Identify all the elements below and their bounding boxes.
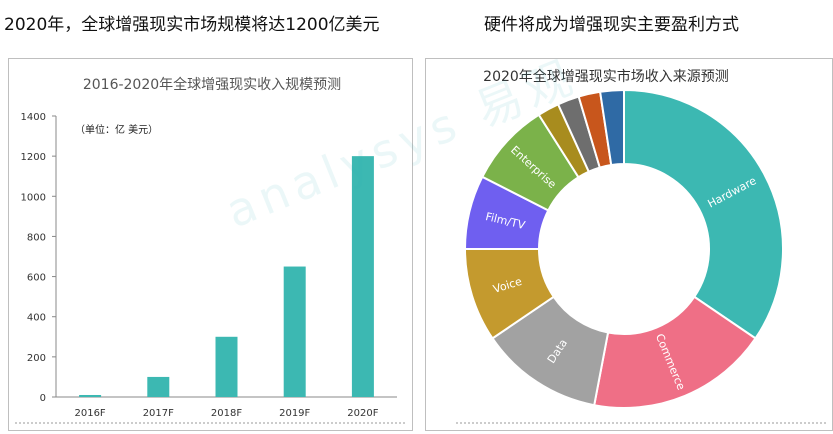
donut-chart-title: 2020年全球增强现实市场收入来源预测 [483,68,729,85]
bar-2019F [283,266,306,397]
bar-chart: 2016-2020年全球增强现实收入规模预测 （单位：亿 美元） 0 200 400 60… [15,76,405,424]
bar-chart-unit: （单位：亿 美元） [75,123,158,136]
y-tick-label: 400 [27,313,46,324]
y-tick-label: 800 [27,232,46,243]
donut-chart: 2020年全球增强现实市场收入来源预测HardwareCommerceDataV… [456,68,826,424]
y-tick-label: 1400 [21,112,46,123]
x-tick-label: 2020F [347,408,378,419]
right-headline: 硬件将成为增强现实主要盈利方式 [484,15,739,35]
donut-chart-panel: 2020年全球增强现实市场收入来源预测 Hardware Commerce Data V… [425,58,833,431]
x-tick-label: 2019F [279,408,310,419]
bar-2018F [215,336,238,397]
x-tick-label: 2018F [211,408,242,419]
bar-2017F [147,376,170,397]
x-tick-label: 2016F [74,408,105,419]
bar-chart-panel: 2016-2020年全球增强现实收入规模预测 （单位：亿 美元） 0 200 400 60… [8,58,413,431]
bar-chart-title: 2016-2020年全球增强现实收入规模预测 [83,76,341,93]
x-tick-label: 2017F [143,408,174,419]
slice-unlabeled-9 [598,88,625,167]
y-tick-label: 0 [40,393,46,404]
slice-commerce [593,295,757,409]
y-tick-label: 200 [27,353,46,364]
slice-hardware [623,88,784,340]
bar-2016F [79,394,102,397]
bar-2020F [351,156,374,397]
left-headline: 2020年，全球增强现实市场规模将达1200亿美元 [4,15,380,35]
y-tick-label: 600 [27,273,46,284]
y-tick-label: 1000 [21,192,46,203]
y-tick-label: 1200 [21,152,46,163]
